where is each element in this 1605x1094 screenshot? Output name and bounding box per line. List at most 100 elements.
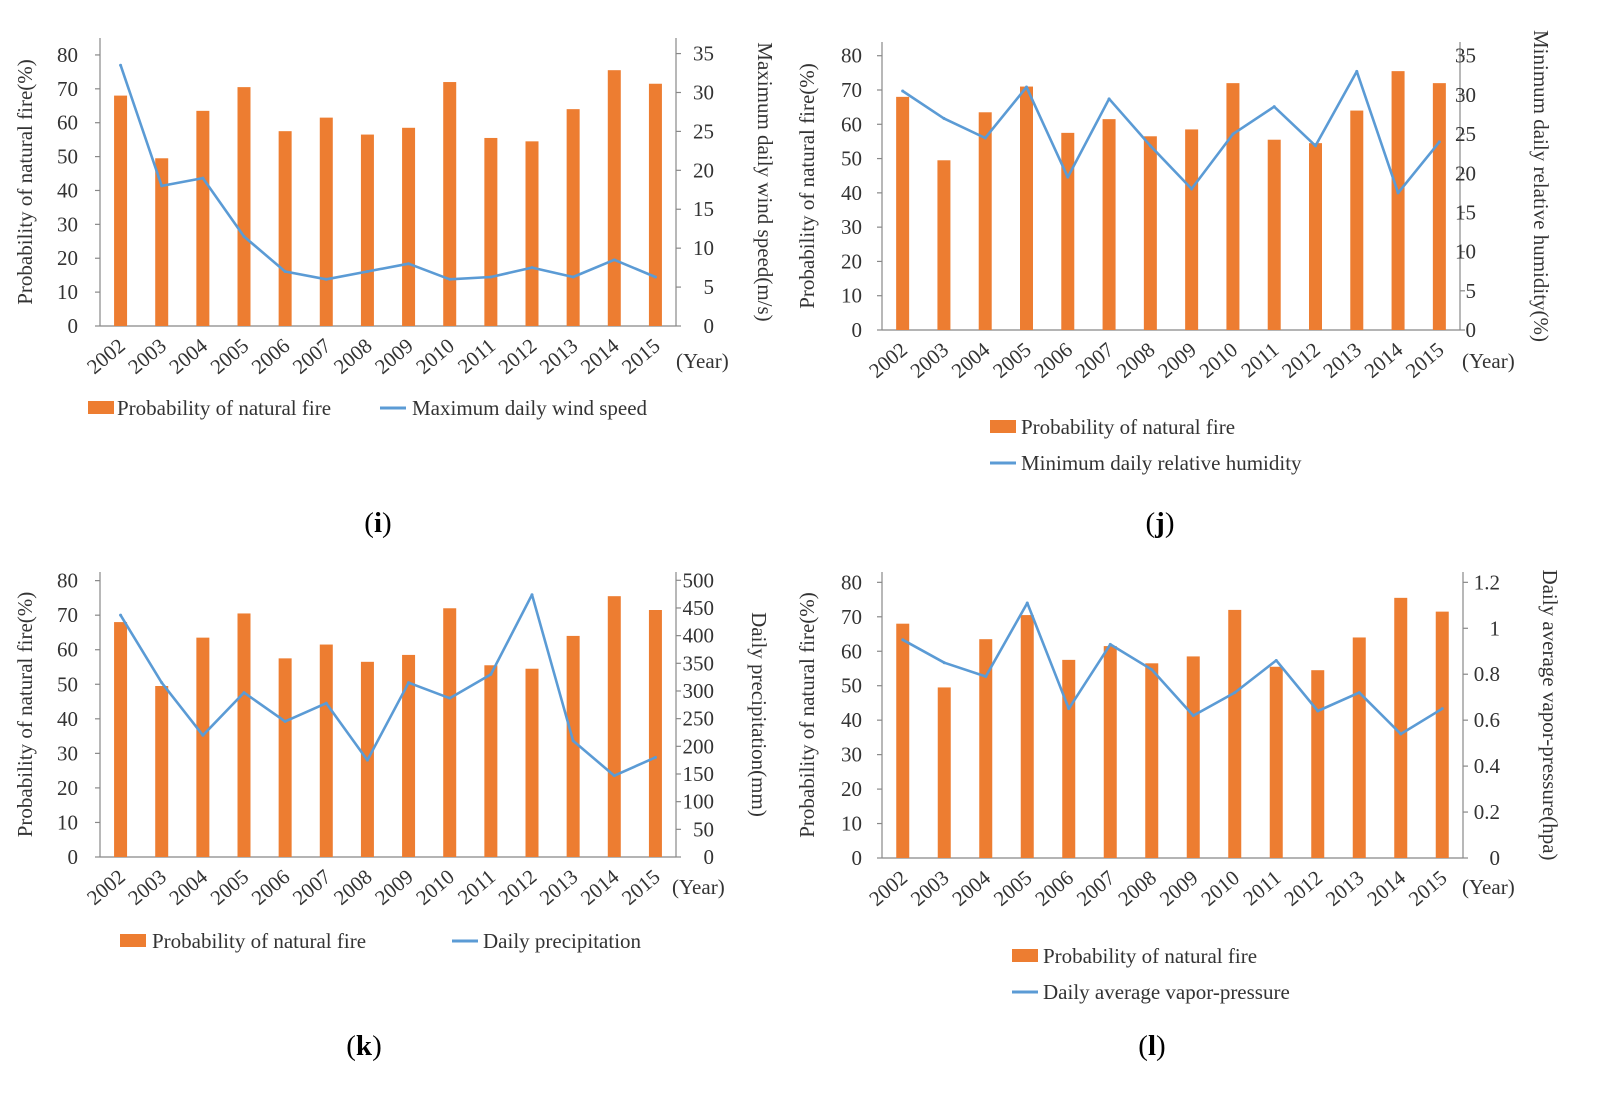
line-point-2015 — [1437, 140, 1441, 144]
x-tick-label: 2010 — [1195, 337, 1243, 382]
panel-letter: i — [374, 507, 382, 539]
right-tick-label: 0.4 — [1474, 754, 1501, 778]
line-point-2006 — [1066, 175, 1070, 179]
left-tick-label: 40 — [841, 181, 862, 205]
line-point-2009 — [1191, 714, 1195, 718]
bar-2002 — [114, 622, 128, 857]
right-tick-label: 0.2 — [1474, 800, 1500, 824]
x-tick-label: 2003 — [906, 865, 954, 910]
line-point-2008 — [365, 270, 369, 274]
legend-label: Probability of natural fire — [152, 929, 366, 953]
line-point-2015 — [1440, 707, 1444, 711]
right-tick-label: 20 — [693, 158, 714, 182]
bar-2014 — [607, 596, 621, 857]
x-tick-label: 2013 — [535, 864, 583, 909]
left-tick-label: 10 — [841, 812, 862, 836]
right-tick-label: 35 — [1455, 44, 1476, 68]
left-tick-label: 30 — [841, 215, 862, 239]
left-tick-label: 60 — [57, 111, 78, 135]
x-tick-label: 2011 — [453, 864, 500, 909]
line-point-2004 — [983, 136, 987, 140]
line-point-2010 — [448, 696, 452, 700]
left-tick-label: 10 — [57, 810, 78, 834]
panel-paren: ) — [372, 1030, 382, 1062]
bar-2002 — [896, 623, 910, 858]
line-point-2008 — [1148, 144, 1152, 148]
right-tick-label: 350 — [683, 651, 715, 675]
x-tick-label: 2010 — [411, 333, 459, 378]
legend-swatch-bar — [120, 934, 146, 947]
chart-panel-k: 0 10 20 30 40 50 60 70 80 0 50 100 150 200 250 300 350 40… — [13, 568, 771, 1062]
line-point-2007 — [324, 277, 328, 281]
left-tick-label: 80 — [841, 44, 862, 68]
bar-2014 — [1391, 71, 1405, 331]
line-point-2002 — [901, 638, 905, 642]
right-tick-label: 50 — [693, 817, 714, 841]
x-tick-label: 2011 — [1236, 337, 1283, 382]
line-point-2005 — [242, 691, 246, 695]
left-tick-label: 0 — [852, 318, 863, 342]
bar-2003 — [937, 687, 951, 858]
x-unit-label: (Year) — [676, 349, 729, 373]
right-tick-label: 250 — [683, 707, 715, 731]
bar-2013 — [566, 635, 580, 857]
bar-2012 — [1309, 143, 1322, 330]
x-tick-label: 2012 — [494, 333, 542, 378]
x-unit-label: (Year) — [1462, 349, 1515, 373]
x-tick-label: 2012 — [1277, 337, 1325, 382]
bar-2009 — [1186, 656, 1200, 858]
panel-paren: ( — [346, 1030, 356, 1062]
x-tick-label: 2005 — [206, 333, 254, 378]
x-tick-label: 2002 — [864, 337, 912, 382]
left-tick-label: 60 — [841, 112, 862, 136]
line-point-2012 — [1314, 144, 1317, 148]
line-point-2004 — [201, 733, 205, 737]
line-point-2011 — [1272, 105, 1276, 109]
bar-2010 — [443, 608, 457, 857]
x-tick-label: 2007 — [288, 333, 336, 378]
bar-2008 — [360, 134, 374, 326]
bar-2015 — [1435, 611, 1449, 858]
x-tick-label: 2015 — [1401, 337, 1449, 382]
left-tick-label: 50 — [841, 147, 862, 171]
line-point-2006 — [283, 719, 287, 723]
line-point-2004 — [201, 176, 205, 180]
line-point-2014 — [1399, 732, 1403, 736]
bar-2003 — [937, 160, 951, 330]
bar-2014 — [1394, 597, 1408, 858]
line-point-2011 — [489, 672, 493, 676]
left-tick-label: 0 — [68, 845, 79, 869]
panel-paren: ( — [1138, 1030, 1148, 1062]
right-tick-label: 200 — [683, 734, 715, 758]
right-axis-title: Minimum daily relative humidity(%) — [1529, 30, 1553, 342]
legend-label: Daily average vapor-pressure — [1043, 980, 1290, 1004]
x-tick-label: 2004 — [164, 864, 212, 910]
line-point-2002 — [119, 613, 123, 617]
line-point-2003 — [942, 661, 946, 665]
bar-2013 — [1350, 110, 1364, 330]
bar-2015 — [648, 83, 662, 326]
line-point-2011 — [1274, 658, 1278, 662]
bar-2009 — [402, 654, 416, 857]
x-tick-label: 2010 — [411, 864, 459, 909]
left-tick-label: 20 — [57, 776, 78, 800]
right-tick-label: 150 — [683, 762, 715, 786]
x-tick-label: 2003 — [906, 337, 954, 382]
line-series — [119, 64, 656, 281]
bar-2015 — [1432, 83, 1446, 331]
bar-2012 — [1311, 670, 1325, 858]
x-tick-label: 2008 — [329, 864, 377, 909]
legend-label: Maximum daily wind speed — [412, 396, 648, 420]
x-tick-label: 2013 — [535, 333, 583, 378]
line-point-2010 — [1231, 132, 1235, 136]
x-tick-label: 2004 — [164, 333, 212, 379]
x-tick-label: 2009 — [1153, 337, 1201, 382]
left-tick-label: 40 — [57, 707, 78, 731]
right-axis-title: Daily average vapor-pressure(hpa) — [1538, 569, 1562, 860]
bar-2011 — [484, 665, 498, 857]
bar-2015 — [648, 610, 662, 857]
left-tick-label: 50 — [841, 674, 862, 698]
bar-2005 — [237, 613, 251, 857]
x-tick-label: 2009 — [370, 864, 418, 909]
x-tick-label: 2002 — [864, 865, 912, 910]
